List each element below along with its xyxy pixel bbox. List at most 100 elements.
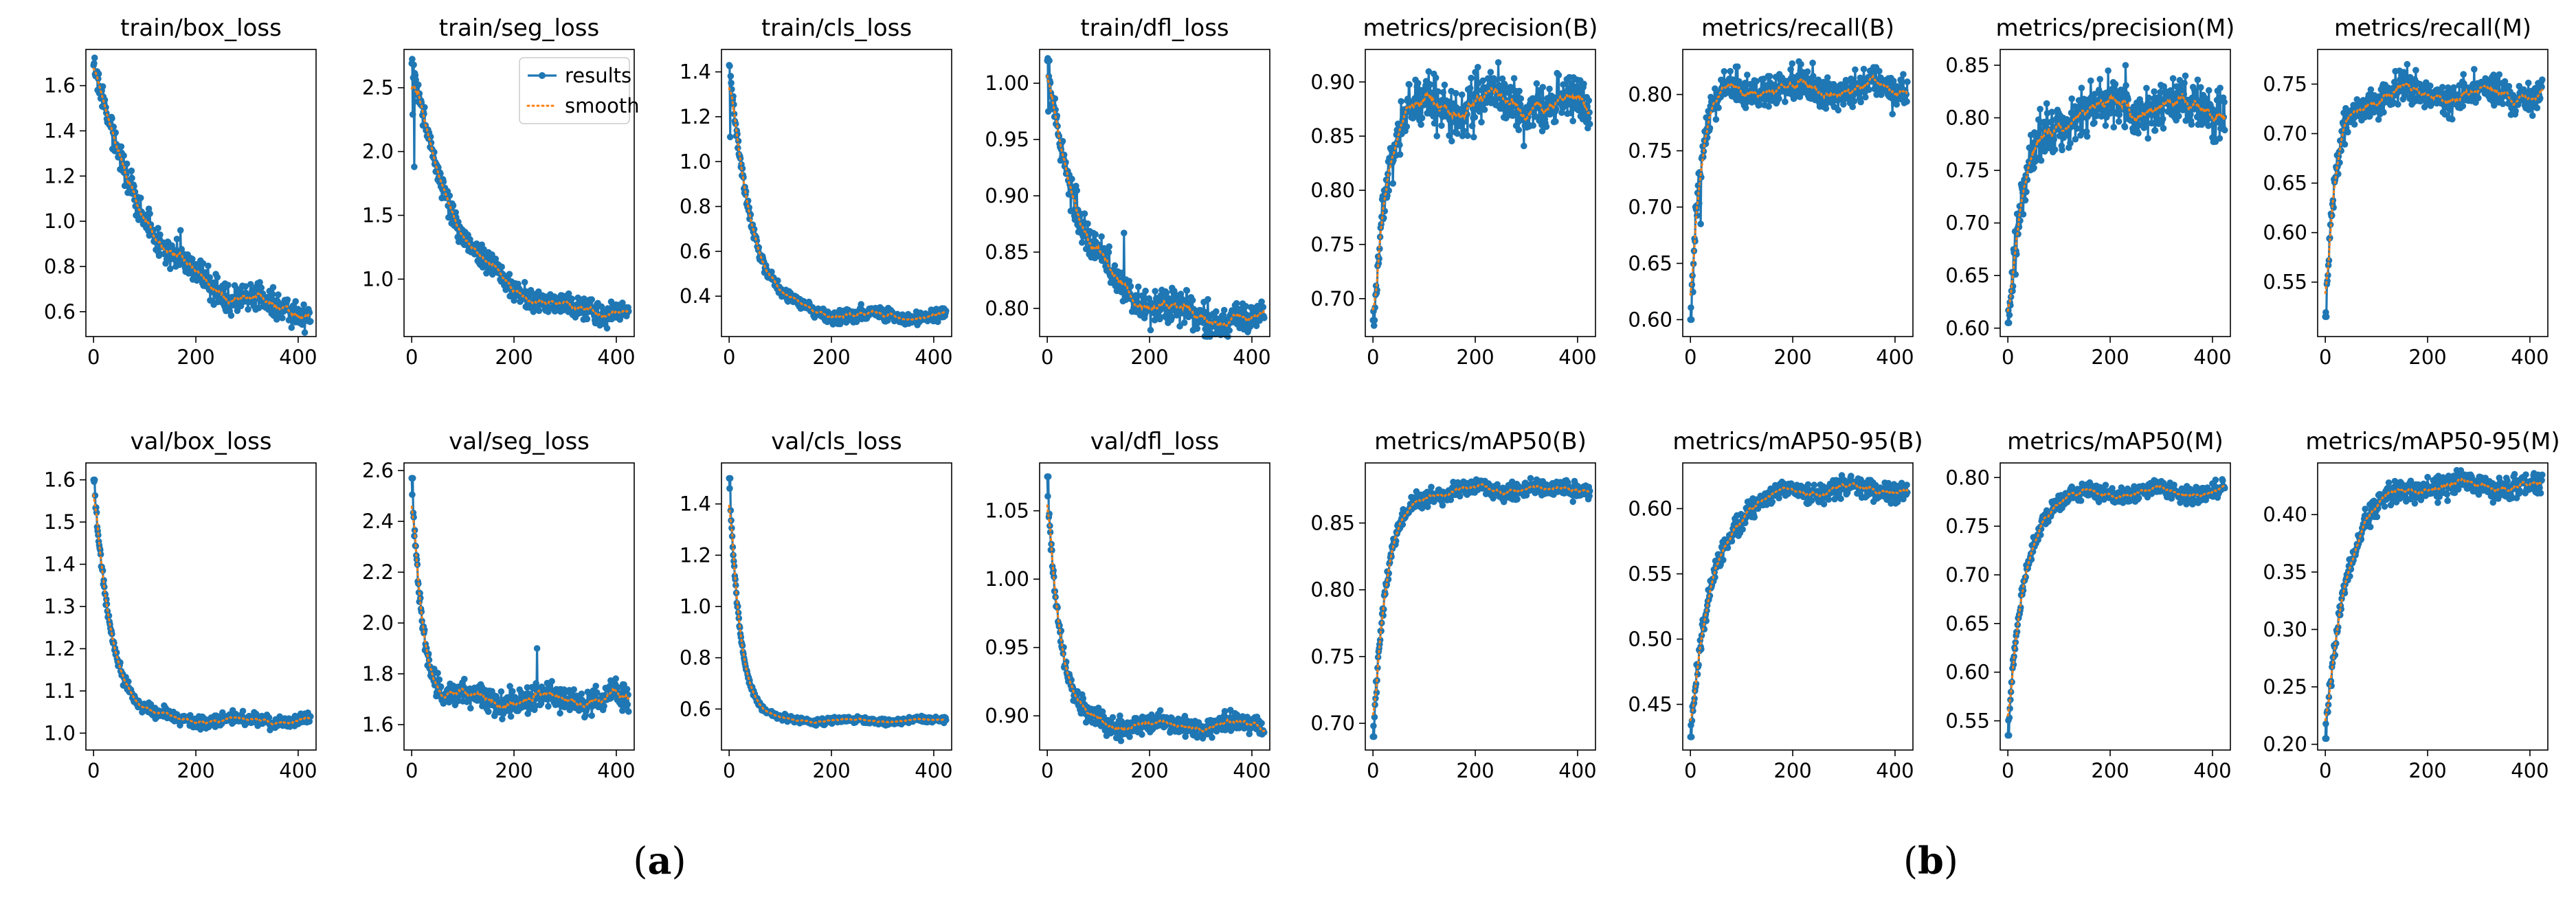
results-point	[301, 329, 309, 337]
results-point	[2083, 128, 2090, 135]
results-point	[1183, 287, 1191, 294]
subplot: metrics/precision(B)0 200 4000.700.750.800…	[1310, 14, 1598, 369]
x-tick-label: 200	[2091, 345, 2129, 369]
results-point	[1454, 130, 1461, 137]
results-point	[2459, 102, 2467, 110]
x-tick-label: 200	[812, 345, 850, 369]
results-point	[2083, 133, 2091, 140]
results-point	[1510, 75, 1518, 82]
results-point	[726, 133, 734, 141]
results-point	[176, 261, 183, 269]
y-tick-label: 0.85	[1310, 124, 1355, 148]
results-point	[1889, 111, 1896, 117]
results-point	[1494, 59, 1502, 66]
results-point	[1727, 67, 1734, 75]
results-point	[1809, 59, 1816, 67]
smooth-series-line	[410, 84, 630, 319]
results-point	[2148, 120, 2155, 127]
results-point	[1753, 78, 1760, 85]
results-point	[137, 194, 144, 202]
subplot-title: train/box_loss	[120, 14, 282, 42]
results-point	[2151, 127, 2159, 134]
results-point	[1538, 128, 1546, 135]
results-point	[744, 197, 752, 205]
results-point	[2446, 106, 2453, 113]
results-point	[2475, 94, 2482, 102]
results-markers	[726, 475, 950, 729]
results-point	[1044, 473, 1052, 480]
results-point	[1119, 269, 1125, 277]
results-point	[300, 301, 307, 308]
results-point	[730, 111, 738, 117]
results-point	[2105, 67, 2112, 74]
results-point	[1471, 113, 1479, 121]
axes-frame	[85, 462, 317, 751]
results-point	[2115, 118, 2123, 125]
results-point	[2078, 84, 2085, 91]
results-point	[1824, 74, 1831, 81]
results-point	[258, 284, 265, 291]
results-point	[1382, 177, 1390, 183]
results-point	[1106, 243, 1112, 250]
results-point	[1870, 69, 1878, 77]
results-point	[265, 714, 273, 721]
results-point	[1787, 66, 1794, 73]
results-point	[1580, 80, 1587, 87]
results-point	[1073, 187, 1081, 194]
results-point	[1242, 303, 1249, 310]
results-point	[2102, 122, 2109, 129]
results-point	[1092, 231, 1099, 238]
results-point	[1142, 287, 1149, 295]
results-point	[2151, 88, 2158, 95]
results-point	[247, 281, 254, 288]
x-tick-label: 200	[1456, 345, 1494, 369]
results-point	[109, 115, 115, 122]
results-point	[1516, 87, 1523, 95]
results-point	[1458, 91, 1466, 98]
results-point	[1051, 95, 1059, 102]
results-point	[1432, 74, 1440, 82]
results-point	[2043, 100, 2050, 107]
results-point	[446, 192, 453, 199]
results-point	[205, 262, 212, 269]
results-markers	[1044, 473, 1268, 745]
results-point	[189, 256, 196, 263]
x-tick-label: 400	[1558, 345, 1596, 369]
y-tick-label: 1.4	[44, 553, 76, 576]
results-point	[625, 308, 632, 315]
results-point	[1734, 63, 1741, 70]
results-point	[1371, 317, 1378, 324]
results-point	[2181, 80, 2188, 87]
results-point	[2049, 141, 2056, 148]
results-point	[485, 708, 492, 715]
results-point	[225, 282, 232, 288]
results-point	[1744, 71, 1751, 78]
results-point	[1876, 67, 1883, 75]
results-point	[2322, 313, 2330, 321]
results-point	[1481, 106, 1488, 113]
results-point	[2050, 136, 2057, 143]
x-tick-label: 400	[1233, 345, 1270, 369]
results-point	[498, 263, 505, 271]
results-point	[1490, 77, 1498, 84]
results-point	[1904, 78, 1911, 85]
results-point	[1141, 295, 1147, 302]
results-point	[2439, 84, 2446, 91]
results-point	[1125, 277, 1133, 285]
results-point	[120, 152, 127, 159]
results-point	[292, 298, 300, 305]
results-point	[726, 63, 733, 69]
results-point	[1134, 283, 1142, 291]
results-point	[2529, 112, 2536, 120]
results-point	[2496, 71, 2503, 78]
results-point	[1464, 132, 1471, 139]
results-markers	[90, 476, 314, 734]
results-point	[2221, 126, 2228, 134]
results-point	[1585, 97, 1593, 104]
results-point	[527, 286, 535, 294]
results-point	[1721, 68, 1728, 75]
results-point	[1516, 101, 1524, 109]
results-point	[1444, 98, 1452, 105]
results-point	[728, 86, 735, 93]
